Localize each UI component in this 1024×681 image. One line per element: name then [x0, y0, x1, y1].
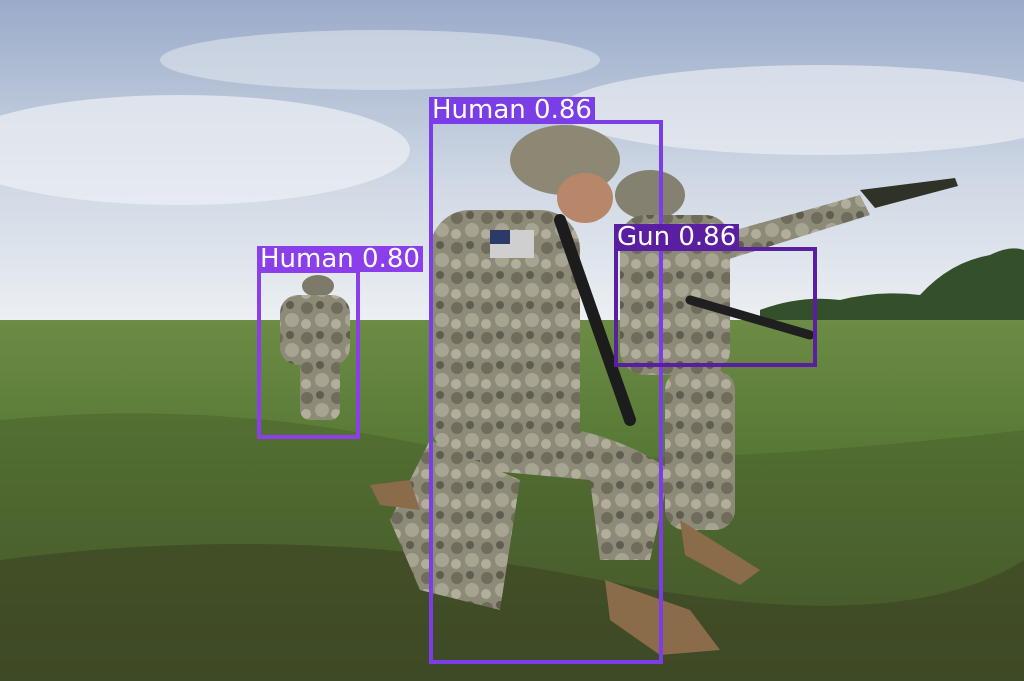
soldier-distant: [280, 275, 350, 420]
cloud: [560, 65, 1024, 155]
cloud: [160, 30, 600, 90]
tree-line: [760, 248, 1024, 330]
grass-texture: [0, 544, 1024, 681]
detection-box-gun: [614, 247, 817, 367]
detection-box-human-foreground: [429, 120, 663, 664]
cloud: [0, 95, 410, 205]
detection-label-gun: Gun 0.86: [614, 224, 740, 250]
soldier-kneeling: [370, 125, 720, 655]
detection-label-human-foreground: Human 0.86: [429, 97, 595, 123]
detection-label-human-distant: Human 0.80: [257, 246, 423, 272]
detection-box-human-distant: [257, 269, 360, 439]
